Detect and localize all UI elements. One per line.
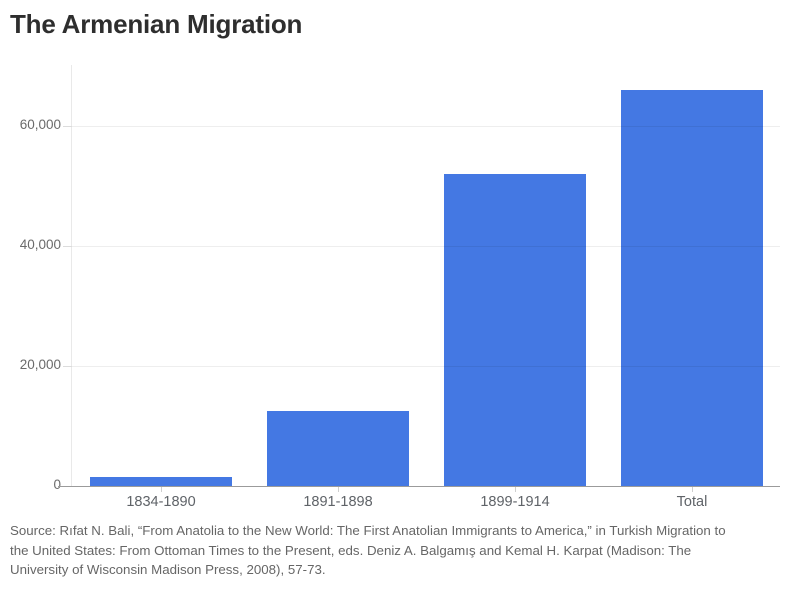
x-tick xyxy=(692,486,693,492)
gridline xyxy=(72,126,780,127)
bar xyxy=(621,90,763,486)
y-axis-label: 0 xyxy=(53,477,61,492)
x-tick xyxy=(338,486,339,492)
gridline xyxy=(72,246,780,247)
y-axis-label: 20,000 xyxy=(19,357,61,372)
bar xyxy=(444,174,586,486)
x-tick xyxy=(515,486,516,492)
y-tick xyxy=(63,366,72,367)
bar xyxy=(267,411,409,486)
x-axis-label: Total xyxy=(676,494,708,510)
x-axis-label: 1891-1898 xyxy=(303,494,373,510)
x-axis-baseline xyxy=(58,486,780,487)
gridline xyxy=(72,366,780,367)
y-tick xyxy=(63,246,72,247)
y-tick xyxy=(63,126,72,127)
source-note: Source: Rıfat N. Bali, “From Anatolia to… xyxy=(10,523,726,578)
x-tick xyxy=(161,486,162,492)
chart-title: The Armenian Migration xyxy=(10,9,303,39)
y-axis-label: 40,000 xyxy=(19,237,61,252)
y-axis-line xyxy=(71,65,72,486)
x-axis-label: 1834-1890 xyxy=(126,494,196,510)
x-axis-label: 1899-1914 xyxy=(480,494,550,510)
bar xyxy=(90,477,232,486)
y-axis-label: 60,000 xyxy=(19,117,61,132)
